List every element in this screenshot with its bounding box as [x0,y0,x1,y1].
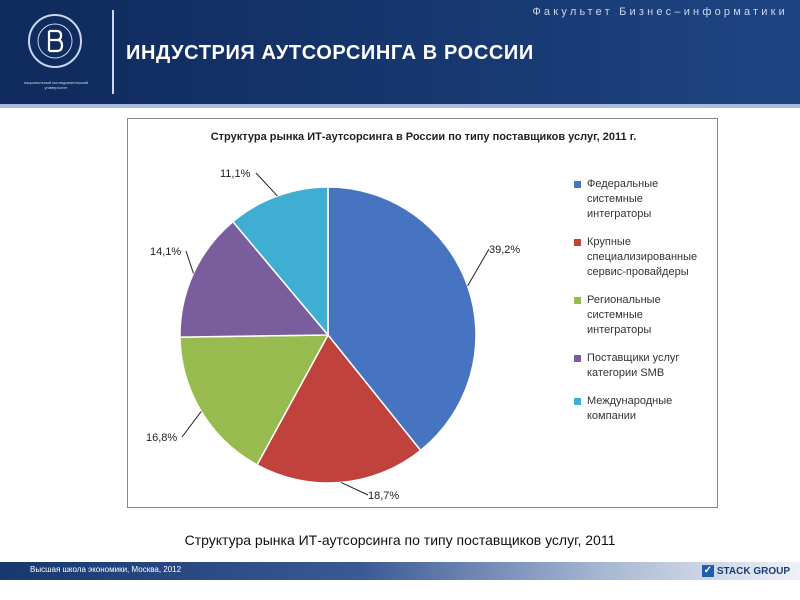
legend-label: Поставщики услуг категории SMB [587,352,680,379]
faculty-label: Факультет Бизнес–информатики [532,6,788,18]
pie-leader-line [467,248,490,287]
chart-title: Структура рынка ИТ-аутсорсинга в России … [210,131,637,143]
pie-slice [179,220,330,338]
legend-label: Региональные системные интеграторы [587,294,661,336]
pie-slice [231,186,329,338]
brand-name: STACK GROUP [716,565,790,577]
pie-slice [256,333,422,484]
pie-chart: 39,2% 18,7% 16,8% 14,1% 11,1% [146,168,520,502]
pie-leader-line [185,250,194,274]
legend-swatch [574,355,581,362]
legend-swatch [574,297,581,304]
pie-leader-line [255,172,278,197]
pie-value-label: 16,8% [146,432,177,444]
pie-value-label: 39,2% [489,244,520,256]
pie-value-label: 11,1% [220,168,251,180]
pie-slice [179,334,330,466]
legend-swatch [574,181,581,188]
legend-label: Крупные специализированные сервис-провай… [587,236,698,278]
footer-bar: Высшая школа экономики, Москва, 2012 ✓ S… [0,562,800,580]
pie-leader-line [181,411,202,438]
header-bar: национальный исследовательский университ… [0,0,800,104]
pie-value-label: 18,7% [368,490,399,502]
slide-caption: Структура рынка ИТ-аутсорсинга по типу п… [184,532,616,548]
chart-frame: Структура рынка ИТ-аутсорсинга в России … [127,118,718,508]
footer-text: Высшая школа экономики, Москва, 2012 [30,565,182,574]
legend-item: Федеральные системные интеграторы [574,177,714,222]
slide-title: ИНДУСТРИЯ АУТСОРСИНГА В РОССИИ [126,42,534,64]
logo-caption: национальный исследовательский университ… [23,80,89,90]
legend-item: Региональные системные интеграторы [574,293,714,338]
pie-value-label: 14,1% [150,246,181,258]
header-underline [0,104,800,108]
legend-swatch [574,398,581,405]
pie-slice [327,186,477,452]
legend-item: Поставщики услуг категории SMB [574,351,714,381]
legend-item: Крупные специализированные сервис-провай… [574,235,714,280]
legend-label: Международные компании [587,395,673,422]
legend-label: Федеральные системные интеграторы [587,178,659,220]
pie-leader-line [340,481,369,496]
legend-item: Международные компании [574,394,714,424]
legend-swatch [574,239,581,246]
brand-logo: ✓ STACK GROUP [701,564,790,578]
brand-mark-icon: ✓ [701,565,714,577]
university-logo [28,14,82,68]
header-divider [112,10,114,94]
chart-legend: Федеральные системные интеграторы Крупные… [574,177,714,437]
